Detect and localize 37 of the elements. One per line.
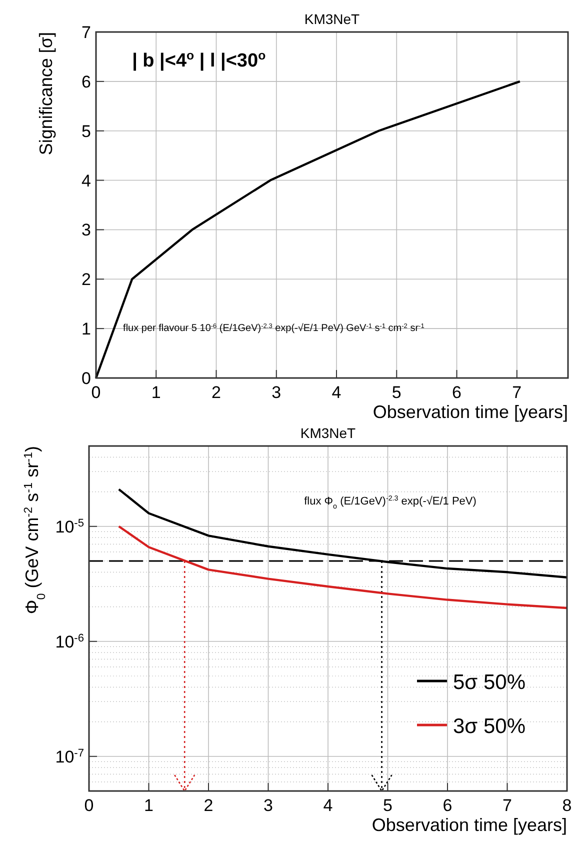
y-tick-label: 3 — [82, 220, 91, 240]
y-tick-label: 0 — [82, 369, 91, 388]
x-axis-title: Observation time [years] — [372, 402, 568, 422]
y-tick-label: 10$^{-7}$ — [55, 747, 84, 766]
x-tick-label: 6 — [452, 383, 462, 402]
line-series — [94, 80, 521, 380]
y-tick-label: 1 — [82, 320, 91, 339]
x-tick-label: 2 — [204, 796, 214, 815]
x-tick-label: 4 — [323, 796, 333, 815]
y-tick-label: 7 — [82, 23, 91, 42]
x-tick-label: 8 — [562, 796, 572, 815]
chart-title: KM3NeT — [300, 425, 356, 441]
annotation: flux Φ$_{o}$ (E/1GeV)$^{-2.3}$ exp(-√E/1 PeV) — [304, 494, 476, 510]
x-tick-label: 7 — [502, 796, 512, 815]
x-tick-label: 7 — [512, 383, 522, 402]
chart-title: KM3NeT — [304, 11, 360, 27]
x-tick-label: 6 — [442, 796, 452, 815]
y-tick-label: 5 — [82, 122, 91, 141]
y-tick-label: 2 — [82, 270, 91, 290]
y-tick-label: 10$^{-6}$ — [55, 632, 84, 652]
x-tick-label: 3 — [264, 796, 273, 815]
y-tick-label: 4 — [82, 171, 91, 190]
x-tick-label: 1 — [151, 383, 161, 402]
y-tick-label: 6 — [82, 72, 91, 92]
legend-label: 5σ 50% — [453, 671, 526, 694]
text: flux per flavour 5 10$^{-6}$ (E/1GeV)$^{-2.3}$ exp(-√E/1 PeV) GeV$^{-1}$ s$^{-1}$ cm$^{-2}$ sr$^{-1}$ — [123, 322, 424, 334]
y-axis-title: Significance [σ] — [36, 32, 56, 156]
x-tick-label: 2 — [212, 383, 221, 402]
x-tick-label: 3 — [272, 383, 282, 402]
x-tick-label: 4 — [332, 383, 342, 402]
x-tick-label: 5 — [392, 383, 402, 402]
legend-label: 3σ 50% — [453, 715, 526, 738]
x-tick-label: 5 — [383, 796, 392, 815]
y-tick-label: 10$^{-5}$ — [55, 517, 84, 536]
annotation: | b |<4$^{o}$ | l |<30$^{o}$ — [132, 48, 266, 72]
x-tick-label: 1 — [144, 796, 154, 815]
x-axis-title: Observation time [years] — [372, 815, 567, 835]
